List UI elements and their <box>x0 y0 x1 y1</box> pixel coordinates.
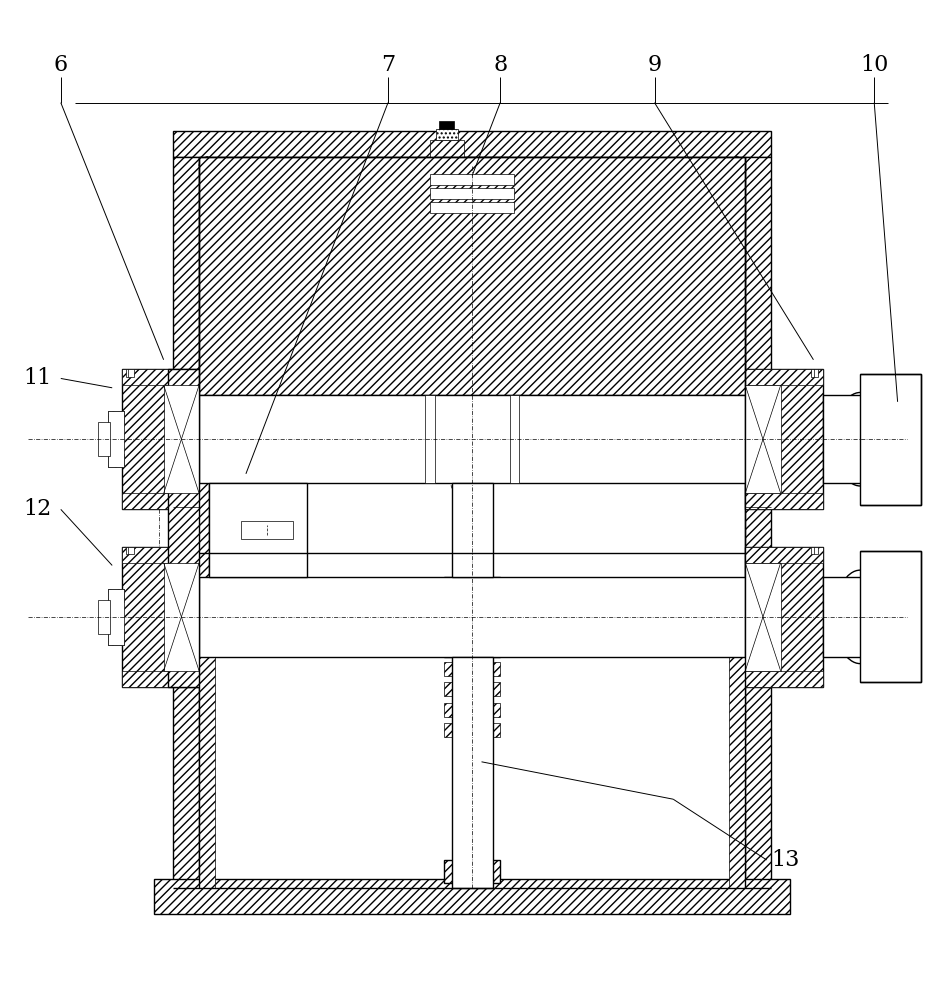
Bar <box>436 129 458 140</box>
Text: 13: 13 <box>771 849 799 871</box>
Bar <box>199 657 215 888</box>
Bar <box>108 589 124 602</box>
Bar <box>425 395 435 483</box>
Bar <box>204 464 311 483</box>
Bar <box>430 188 514 199</box>
Bar <box>811 547 818 554</box>
Text: 11: 11 <box>23 367 51 389</box>
Bar <box>209 483 307 577</box>
Bar <box>444 860 500 883</box>
Bar <box>199 577 745 657</box>
Bar <box>452 483 493 577</box>
Bar <box>199 395 215 483</box>
Bar <box>204 577 311 595</box>
Bar <box>811 369 818 377</box>
Bar <box>430 202 514 213</box>
Bar <box>122 671 199 687</box>
Bar <box>745 369 823 509</box>
Bar <box>108 454 124 467</box>
Bar <box>745 493 823 509</box>
Bar <box>98 600 110 634</box>
Bar <box>444 662 500 676</box>
Bar <box>173 131 771 157</box>
Bar <box>122 369 199 385</box>
Bar <box>126 369 134 377</box>
Bar <box>108 411 124 467</box>
Bar <box>122 369 199 509</box>
Bar <box>745 369 823 385</box>
Bar <box>108 589 124 645</box>
Bar <box>745 157 771 888</box>
Bar <box>435 157 510 246</box>
Bar <box>729 395 745 483</box>
Bar <box>98 422 110 456</box>
Bar <box>444 682 500 696</box>
Bar <box>745 671 823 687</box>
Bar <box>168 369 209 687</box>
Text: 7: 7 <box>381 54 396 76</box>
Bar <box>729 657 745 888</box>
Bar <box>430 202 514 213</box>
Bar <box>427 400 517 478</box>
Bar <box>199 395 745 483</box>
Bar <box>860 551 921 682</box>
Bar <box>108 411 124 424</box>
Bar <box>241 521 293 539</box>
Bar <box>823 577 888 657</box>
Bar <box>430 140 464 157</box>
Bar <box>510 395 519 483</box>
Text: 8: 8 <box>493 54 508 76</box>
Text: 10: 10 <box>860 54 888 76</box>
Bar <box>164 385 199 493</box>
Bar <box>745 547 823 563</box>
Bar <box>122 493 199 509</box>
Bar <box>430 174 514 185</box>
Bar <box>173 157 199 888</box>
Bar <box>452 657 493 888</box>
Bar <box>444 723 500 737</box>
Bar <box>823 395 888 483</box>
Bar <box>444 703 500 717</box>
Bar <box>439 121 454 129</box>
Text: 6: 6 <box>53 54 68 76</box>
Bar <box>199 157 745 395</box>
Bar <box>430 174 514 185</box>
Bar <box>154 879 790 914</box>
Text: 9: 9 <box>647 54 662 76</box>
Bar <box>427 581 517 652</box>
Bar <box>122 547 199 563</box>
Bar <box>444 577 500 657</box>
Text: 12: 12 <box>23 498 51 520</box>
Bar <box>430 188 514 199</box>
Bar <box>164 563 199 671</box>
Bar <box>745 385 781 493</box>
Bar <box>225 483 290 577</box>
Bar <box>108 632 124 645</box>
Bar <box>122 547 199 687</box>
Bar <box>745 563 781 671</box>
Bar <box>126 547 134 554</box>
Bar <box>860 374 921 505</box>
Bar <box>745 547 823 687</box>
